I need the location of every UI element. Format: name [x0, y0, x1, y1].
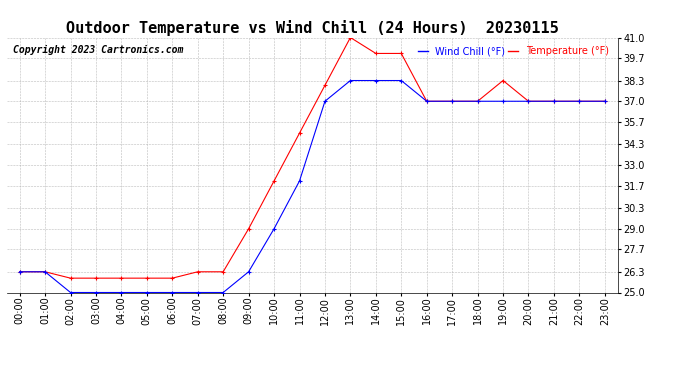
Title: Outdoor Temperature vs Wind Chill (24 Hours)  20230115: Outdoor Temperature vs Wind Chill (24 Ho…: [66, 20, 559, 36]
Legend: Wind Chill (°F), Temperature (°F): Wind Chill (°F), Temperature (°F): [414, 42, 613, 60]
Text: Copyright 2023 Cartronics.com: Copyright 2023 Cartronics.com: [13, 45, 184, 55]
